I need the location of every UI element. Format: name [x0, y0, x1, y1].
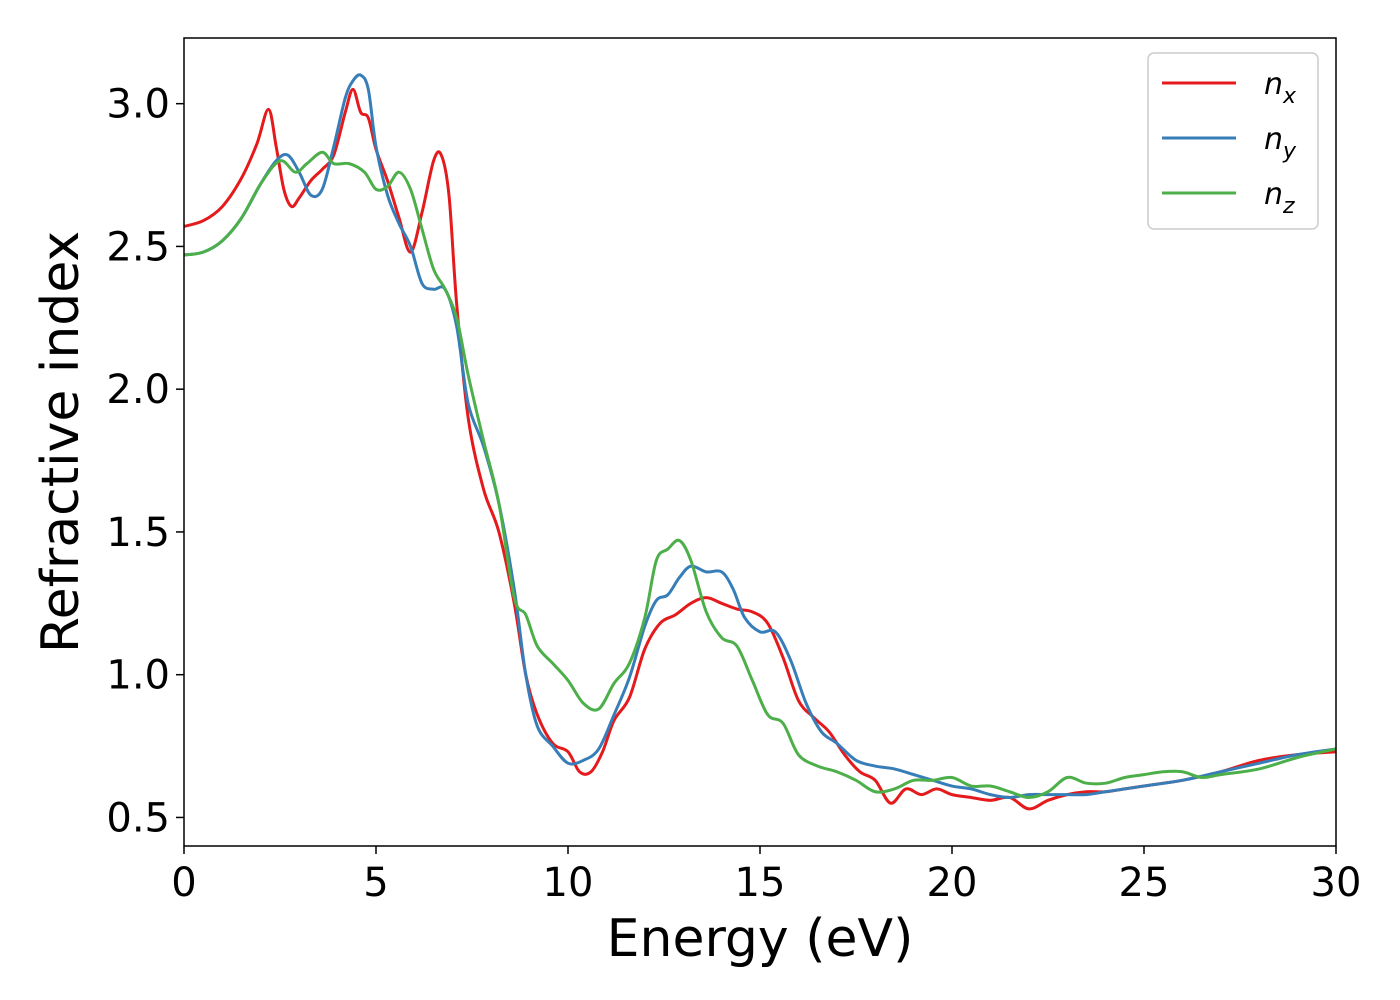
y-axis: 0.5 1.0 1.5 2.0 2.5 3.0 [106, 82, 184, 841]
series-layer [184, 73, 1336, 811]
y-tick-label: 3.0 [106, 82, 170, 128]
legend-box [1147, 52, 1319, 230]
x-tick-label: 20 [927, 860, 978, 906]
x-tick-label: 0 [171, 860, 196, 906]
x-axis-title: Energy (eV) [607, 909, 914, 969]
x-tick-label: 30 [1311, 860, 1362, 906]
x-axis: 0 5 10 15 20 25 30 [171, 846, 1361, 906]
x-tick-label: 25 [1119, 860, 1170, 906]
y-tick-label: 0.5 [106, 795, 170, 841]
series-line-n-y [184, 73, 1336, 799]
x-tick-label: 5 [363, 860, 388, 906]
y-axis-title: Refractive index [31, 231, 91, 653]
x-tick-label: 10 [543, 860, 594, 906]
x-tick-label: 15 [735, 860, 786, 906]
y-tick-label: 1.5 [106, 510, 170, 556]
series-line-n-z [184, 150, 1336, 799]
y-tick-label: 1.0 [106, 653, 170, 699]
series-line-n-x [184, 87, 1336, 811]
y-tick-label: 2.0 [106, 367, 170, 413]
y-tick-label: 2.5 [106, 224, 170, 270]
